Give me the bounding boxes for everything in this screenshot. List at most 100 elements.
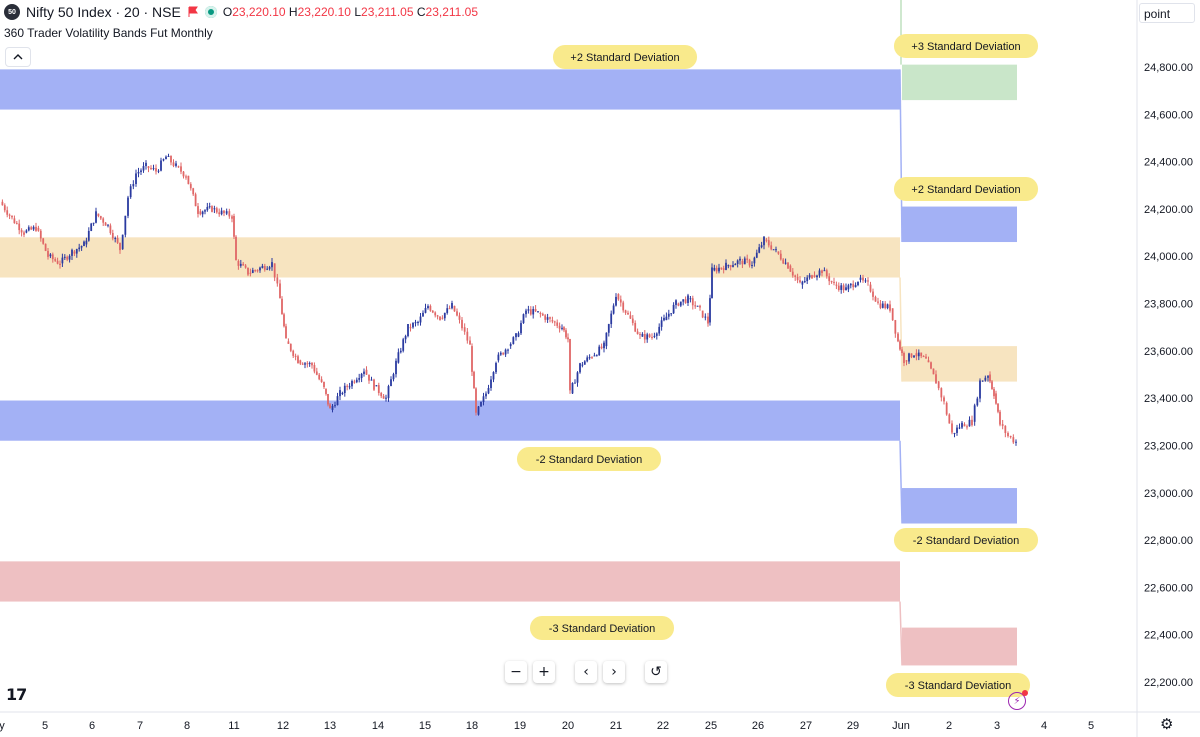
band-label: -2 Standard Deviation	[893, 528, 1039, 552]
reset-chart-button[interactable]: ↺	[645, 661, 667, 683]
candle-body	[487, 388, 490, 394]
candle	[160, 157, 162, 172]
candle	[306, 361, 309, 368]
candle	[358, 373, 361, 383]
candle-body	[311, 363, 313, 366]
candle	[732, 261, 734, 268]
candle	[35, 222, 37, 232]
candle	[889, 300, 891, 313]
candle	[720, 267, 723, 271]
candle	[80, 245, 83, 251]
candle	[254, 269, 257, 273]
zoom-in-button[interactable]: +	[533, 661, 555, 683]
candle	[729, 264, 732, 271]
candle	[233, 213, 235, 240]
band-label: +2 Standard Deviation	[893, 177, 1039, 201]
candle-body	[66, 256, 69, 260]
candle	[727, 264, 730, 269]
candle-body	[261, 265, 264, 269]
candle-body	[1001, 424, 1004, 426]
candle	[341, 391, 344, 396]
tradingview-logo[interactable]: 17	[6, 685, 27, 704]
candle	[32, 225, 35, 231]
candle-body	[667, 313, 670, 317]
candle-body	[925, 356, 927, 359]
x-tick-label: 21	[610, 720, 622, 732]
candle-body	[842, 285, 845, 291]
band-connector-2	[899, 601, 903, 666]
candle-body	[979, 380, 981, 399]
candle	[497, 352, 500, 363]
candle	[73, 249, 76, 257]
candle-body	[655, 333, 658, 336]
candle-body	[44, 243, 47, 251]
candle	[653, 332, 656, 339]
indicator-title[interactable]: 360 Trader Volatility Bands Fut Monthly	[4, 26, 213, 40]
candle-body	[192, 188, 195, 195]
candle-body	[593, 355, 596, 357]
candle	[261, 263, 264, 269]
candle	[392, 372, 395, 382]
candle-body	[294, 355, 297, 357]
candle	[20, 228, 23, 237]
candle-body	[897, 333, 899, 342]
candle	[132, 180, 135, 190]
candle-body	[71, 249, 73, 256]
candle-body	[736, 260, 739, 264]
candle	[711, 263, 713, 299]
zoom-out-button[interactable]: −	[505, 661, 527, 683]
candle-body	[414, 322, 417, 324]
candle	[42, 237, 45, 245]
collapse-legend-button[interactable]	[5, 47, 31, 67]
candle	[979, 378, 981, 403]
scroll-forward-button[interactable]: ›	[603, 661, 625, 683]
candle	[385, 394, 387, 402]
candle	[725, 259, 727, 271]
candle-body	[87, 230, 90, 241]
candle-body	[634, 322, 637, 332]
candle	[453, 305, 456, 312]
candle-body	[675, 300, 677, 305]
candle-body	[456, 311, 458, 316]
candle-body	[845, 287, 847, 291]
candle-body	[61, 257, 64, 264]
candle	[90, 222, 93, 232]
candle-body	[935, 374, 937, 384]
symbol-badge[interactable]: 50	[4, 4, 20, 20]
candle-body	[56, 260, 59, 264]
candle-body	[910, 353, 913, 358]
candle	[874, 295, 877, 302]
candle-body	[881, 303, 884, 308]
candle-body	[517, 333, 520, 337]
candle-body	[368, 374, 370, 381]
candle-body	[477, 406, 480, 415]
candle-body	[165, 156, 167, 160]
price-axis-unit[interactable]: point	[1139, 3, 1195, 23]
candle	[137, 167, 140, 178]
candle-body	[991, 381, 993, 390]
candle-body	[691, 298, 694, 306]
gear-icon[interactable]: ⚙	[1160, 715, 1174, 733]
market-status-icon[interactable]	[204, 6, 217, 18]
candle	[556, 319, 559, 329]
candle	[579, 362, 581, 374]
candle-body	[571, 382, 574, 394]
symbol-title[interactable]: Nifty 50 Index · 20 · NSE	[26, 4, 181, 20]
candle-body	[753, 257, 756, 264]
candle	[571, 382, 574, 394]
candle	[414, 319, 417, 327]
candle-body	[325, 388, 327, 394]
candle-body	[696, 305, 699, 307]
x-tick-label: 4	[1041, 720, 1047, 732]
flag-icon[interactable]	[187, 6, 199, 18]
scroll-back-button[interactable]: ‹	[575, 661, 597, 683]
band-label-bg	[529, 616, 675, 640]
candle	[591, 356, 593, 360]
candle-body	[220, 210, 223, 215]
candle-body	[758, 247, 761, 253]
lightning-icon[interactable]: ⚡	[1008, 690, 1028, 710]
candle-body	[329, 404, 331, 409]
x-tick-label: 11	[228, 720, 239, 732]
